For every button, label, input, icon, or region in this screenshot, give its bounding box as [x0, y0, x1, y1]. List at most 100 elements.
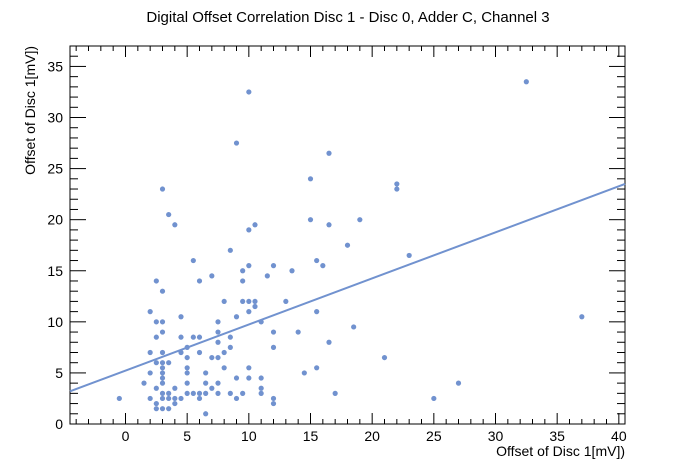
- data-point: [147, 395, 153, 402]
- data-point: [178, 349, 184, 356]
- plot-axes: [69, 45, 626, 425]
- data-point: [190, 390, 196, 396]
- data-point: [147, 370, 153, 376]
- data-point: [252, 222, 258, 228]
- data-point: [184, 344, 190, 350]
- data-point: [153, 400, 159, 407]
- data-point: [184, 390, 190, 396]
- data-point: [184, 365, 190, 371]
- chart-title: Digital Offset Correlation Disc 1 - Disc…: [146, 9, 549, 26]
- data-point: [196, 349, 203, 356]
- data-point: [270, 395, 277, 402]
- data-point: [196, 278, 203, 284]
- y-tick-label: 0: [55, 416, 63, 432]
- data-point: [233, 314, 240, 320]
- x-tick-label: 40: [611, 428, 627, 444]
- data-point: [184, 380, 190, 386]
- data-point: [215, 380, 221, 386]
- data-point: [394, 181, 400, 187]
- data-point: [344, 242, 351, 248]
- data-point: [159, 380, 166, 386]
- data-point: [240, 268, 246, 274]
- data-point: [258, 319, 264, 325]
- data-point: [240, 278, 246, 284]
- x-tick-label: 0: [122, 428, 130, 444]
- data-point: [233, 395, 240, 402]
- scatter-points: [69, 79, 626, 417]
- data-point: [326, 222, 332, 228]
- data-point: [153, 278, 159, 284]
- data-point: [252, 298, 258, 305]
- data-point: [159, 186, 166, 192]
- data-point: [215, 339, 221, 345]
- data-point: [159, 390, 166, 396]
- data-point: [227, 344, 233, 350]
- data-point: [270, 329, 277, 335]
- data-point: [215, 319, 221, 325]
- data-point: [209, 385, 215, 391]
- data-point: [289, 268, 295, 274]
- data-point: [233, 140, 240, 146]
- data-point: [159, 395, 166, 402]
- data-point: [295, 329, 301, 335]
- data-point: [332, 390, 338, 396]
- data-point: [184, 370, 190, 376]
- y-tick-label: 30: [47, 110, 63, 126]
- data-point: [314, 257, 320, 264]
- data-point: [166, 390, 172, 396]
- data-point: [203, 390, 209, 396]
- data-point: [283, 298, 289, 305]
- y-tick-label: 25: [47, 161, 63, 177]
- data-point: [233, 375, 240, 381]
- data-point: [246, 89, 252, 95]
- data-point: [196, 395, 203, 402]
- data-point: [252, 303, 258, 310]
- data-point: [357, 217, 363, 223]
- data-point: [351, 324, 357, 330]
- data-point: [209, 354, 215, 361]
- data-point: [203, 411, 209, 417]
- data-point: [153, 406, 159, 412]
- data-point: [221, 298, 227, 305]
- y-tick-label: 35: [47, 58, 63, 74]
- data-point: [258, 390, 264, 396]
- data-point: [326, 339, 332, 345]
- data-point: [203, 370, 209, 376]
- data-point: [203, 380, 209, 386]
- x-axis-label: Offset of Disc 1[mV]): [496, 443, 625, 459]
- data-point: [196, 390, 203, 396]
- data-point: [227, 247, 233, 253]
- data-point: [394, 186, 400, 192]
- plot-frame: [69, 45, 626, 425]
- data-point: [159, 370, 166, 376]
- data-point: [172, 385, 178, 391]
- data-point: [215, 390, 221, 396]
- data-point: [314, 309, 320, 315]
- data-point: [227, 334, 233, 340]
- data-point: [406, 252, 412, 259]
- data-point: [196, 334, 203, 340]
- data-point: [381, 354, 388, 361]
- data-point: [455, 380, 462, 386]
- data-point: [307, 217, 314, 223]
- y-tick-label: 20: [47, 212, 63, 228]
- data-point: [326, 150, 332, 156]
- data-point: [159, 365, 166, 371]
- data-point: [166, 395, 172, 402]
- data-point: [246, 263, 252, 269]
- data-point: [221, 349, 227, 356]
- x-tick-label: 5: [183, 428, 191, 444]
- data-point: [227, 390, 233, 396]
- y-axis-label: Offset of Disc 1[mV]): [22, 46, 38, 175]
- data-point: [258, 375, 264, 381]
- y-tick-label: 15: [47, 263, 63, 279]
- data-point: [246, 375, 252, 381]
- data-point: [178, 334, 184, 340]
- data-point: [523, 79, 529, 85]
- data-point: [184, 354, 190, 361]
- data-point: [159, 360, 166, 366]
- data-point: [153, 319, 159, 325]
- data-point: [147, 349, 153, 356]
- x-tick-label: 35: [549, 428, 565, 444]
- x-tick-label: 30: [488, 428, 504, 444]
